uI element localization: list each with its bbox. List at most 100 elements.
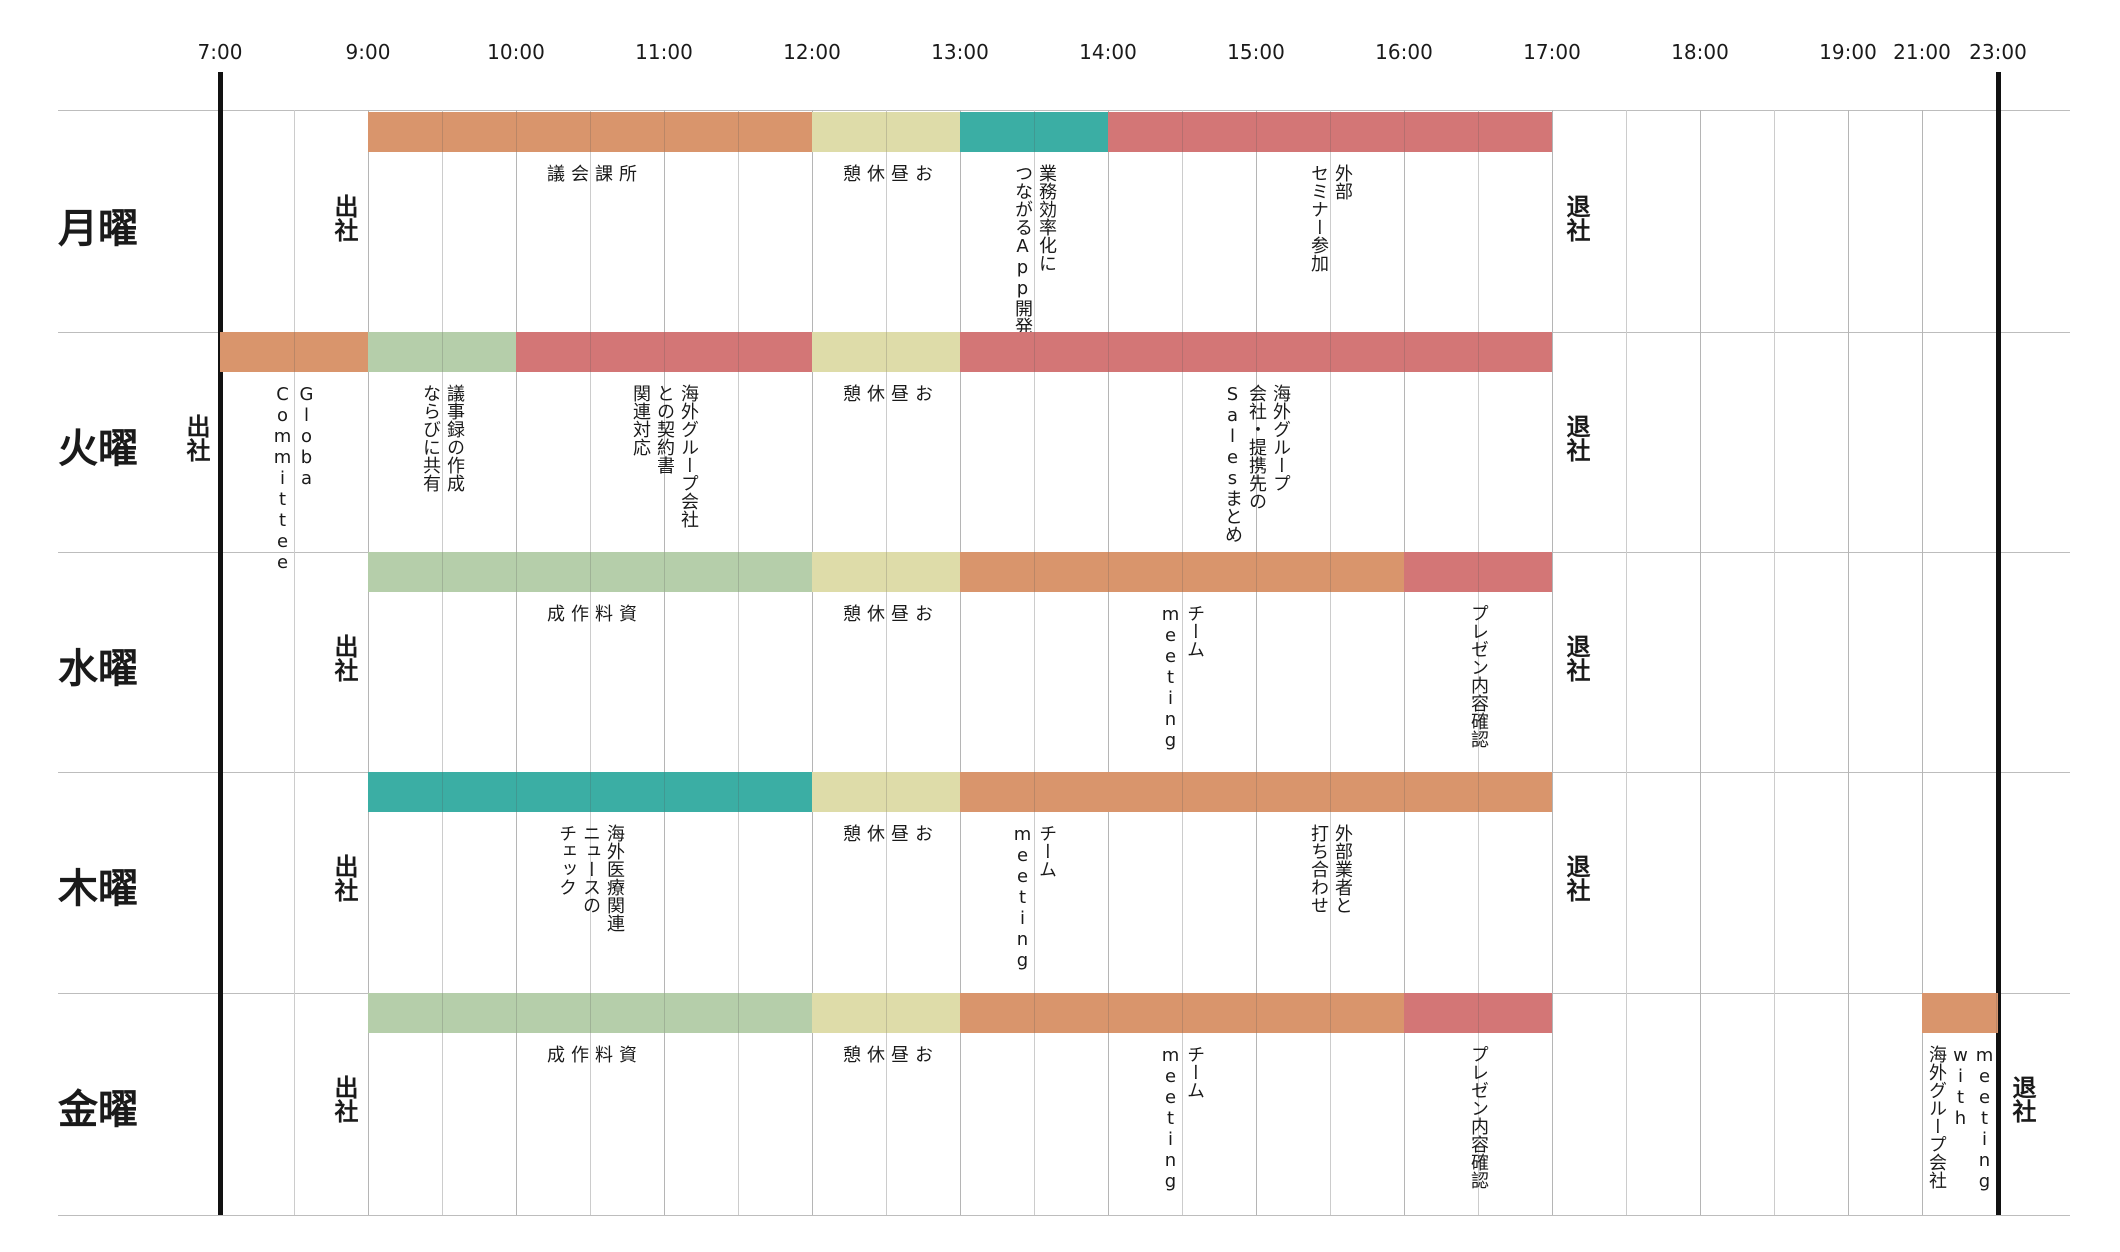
bar-segment-line bbox=[1034, 552, 1035, 592]
bar-segment-line bbox=[886, 772, 887, 812]
event-bar bbox=[1404, 993, 1552, 1033]
bar-segment-line bbox=[1108, 552, 1109, 592]
gridline bbox=[1848, 110, 1849, 1215]
arrival-label: 出社 bbox=[330, 634, 358, 682]
event-bar bbox=[1108, 112, 1552, 152]
event-bar bbox=[812, 552, 960, 592]
bar-segment-line bbox=[886, 112, 887, 152]
gridline bbox=[294, 110, 295, 1215]
event-label: Globa Committee bbox=[272, 384, 317, 573]
event-label: 海外医療関連 ニュースの チェック bbox=[556, 824, 625, 932]
event-label: 資 料 作 成 bbox=[544, 604, 637, 622]
time-label: 13:00 bbox=[931, 40, 989, 64]
day-label: 金曜 bbox=[58, 1087, 138, 1133]
leave-label: 退社 bbox=[1562, 194, 1590, 242]
gridline bbox=[1034, 110, 1035, 1215]
bar-segment-line bbox=[664, 112, 665, 152]
bar-segment-line bbox=[1034, 332, 1035, 372]
time-label: 15:00 bbox=[1227, 40, 1285, 64]
event-label: 業務効率化に つながるApp開発 bbox=[1012, 164, 1057, 335]
event-bar bbox=[960, 993, 1404, 1033]
event-bar bbox=[960, 332, 1552, 372]
bar-segment-line bbox=[664, 993, 665, 1033]
gridline bbox=[1922, 110, 1923, 1215]
gridline bbox=[1478, 110, 1479, 1215]
arrival-label: 出社 bbox=[330, 1075, 358, 1123]
bar-segment-line bbox=[590, 772, 591, 812]
event-bar bbox=[368, 112, 812, 152]
event-label: お 昼 休 憩 bbox=[840, 604, 933, 622]
gridline bbox=[886, 110, 887, 1215]
event-bar bbox=[960, 112, 1108, 152]
gridline bbox=[664, 110, 665, 1215]
bar-segment-line bbox=[1404, 772, 1405, 812]
bar-segment-line bbox=[590, 552, 591, 592]
bar-segment-line bbox=[886, 332, 887, 372]
bar-segment-line bbox=[1478, 112, 1479, 152]
event-label: チーム meeting bbox=[1160, 604, 1205, 751]
event-bar bbox=[220, 332, 368, 372]
event-label: チーム meeting bbox=[1160, 1045, 1205, 1192]
event-label: 海外グループ会社 との契約書 関連対応 bbox=[630, 384, 699, 528]
bar-segment-line bbox=[1034, 772, 1035, 812]
time-label: 19:00 bbox=[1819, 40, 1877, 64]
gridline bbox=[1108, 110, 1109, 1215]
bar-segment-line bbox=[1330, 772, 1331, 812]
day-label: 水曜 bbox=[58, 646, 138, 692]
leave-label: 退社 bbox=[1562, 414, 1590, 462]
axis-line bbox=[218, 72, 223, 1215]
event-label: 外部業者と 打ち合わせ bbox=[1308, 824, 1353, 914]
bar-segment-line bbox=[1404, 112, 1405, 152]
bar-segment-line bbox=[1330, 993, 1331, 1033]
event-label: 外部 セミナー参加 bbox=[1308, 164, 1353, 272]
event-label: プレゼン内容確認 bbox=[1468, 604, 1489, 748]
bar-segment-line bbox=[1330, 332, 1331, 372]
bar-segment-line bbox=[1478, 772, 1479, 812]
gridline bbox=[738, 110, 739, 1215]
bar-segment-line bbox=[590, 112, 591, 152]
gridline bbox=[1404, 110, 1405, 1215]
event-bar bbox=[812, 772, 960, 812]
gridline bbox=[442, 110, 443, 1215]
bar-segment-line bbox=[1478, 993, 1479, 1033]
event-bar bbox=[1404, 552, 1552, 592]
bar-segment-line bbox=[1108, 332, 1109, 372]
bar-segment-line bbox=[516, 772, 517, 812]
gridline bbox=[812, 110, 813, 1215]
bar-segment-line bbox=[1256, 332, 1257, 372]
bar-segment-line bbox=[1034, 993, 1035, 1033]
event-bar bbox=[812, 112, 960, 152]
gridline bbox=[960, 110, 961, 1215]
event-label: お 昼 休 憩 bbox=[840, 824, 933, 842]
time-label: 9:00 bbox=[345, 40, 391, 64]
bar-segment-line bbox=[664, 772, 665, 812]
bar-segment-line bbox=[1182, 993, 1183, 1033]
bar-segment-line bbox=[1996, 993, 1997, 1033]
bar-segment-line bbox=[738, 332, 739, 372]
bar-segment-line bbox=[1478, 332, 1479, 372]
event-bar bbox=[368, 332, 516, 372]
day-label: 木曜 bbox=[58, 866, 138, 912]
event-label: 議事録の作成 ならびに共有 bbox=[420, 384, 465, 492]
event-bar bbox=[812, 332, 960, 372]
bar-segment-line bbox=[442, 772, 443, 812]
bar-segment-line bbox=[738, 993, 739, 1033]
leave-label: 退社 bbox=[1562, 854, 1590, 902]
arrival-label: 出社 bbox=[182, 414, 210, 462]
time-label: 7:00 bbox=[197, 40, 243, 64]
bar-segment-line bbox=[1034, 112, 1035, 152]
time-label: 23:00 bbox=[1969, 40, 2027, 64]
bar-segment-line bbox=[1404, 332, 1405, 372]
bar-segment-line bbox=[738, 112, 739, 152]
bar-segment-line bbox=[1182, 112, 1183, 152]
event-bar bbox=[516, 332, 812, 372]
event-bar bbox=[960, 772, 1108, 812]
gridline bbox=[1626, 110, 1627, 1215]
event-label: 海外グループ 会社・提携先の Salesまとめ bbox=[1222, 384, 1291, 543]
time-label: 10:00 bbox=[487, 40, 545, 64]
time-label: 11:00 bbox=[635, 40, 693, 64]
event-label: お 昼 休 憩 bbox=[840, 1045, 933, 1063]
event-label: お 昼 休 憩 bbox=[840, 164, 933, 182]
day-label: 月曜 bbox=[58, 206, 138, 252]
